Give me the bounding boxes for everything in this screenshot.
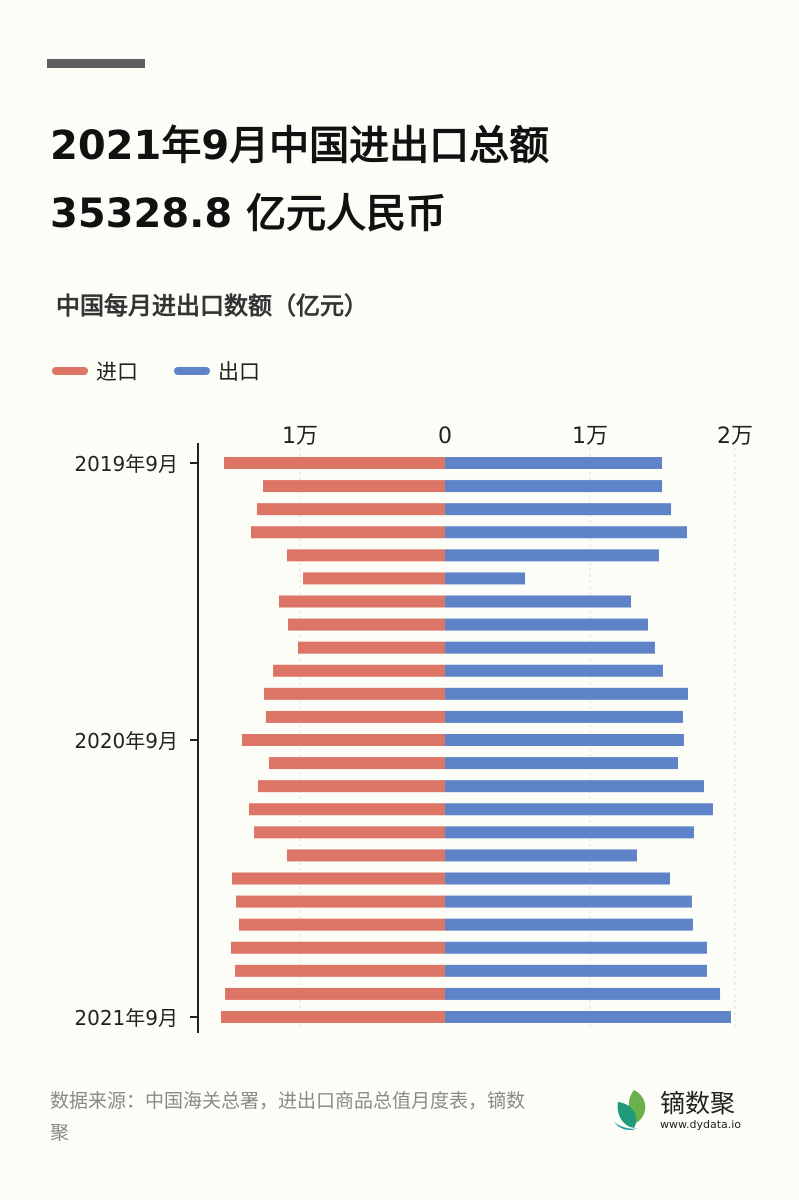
export-bar	[445, 941, 708, 954]
x-tick-label: 2万	[717, 424, 753, 449]
import-bar	[254, 826, 445, 839]
import-bar	[268, 757, 445, 770]
legend-item-export: 出口	[174, 356, 260, 386]
export-bar	[445, 572, 526, 585]
leaf-logo-icon	[614, 1090, 646, 1130]
import-bar	[224, 457, 445, 469]
logo-url: www.dydata.io	[660, 1117, 742, 1131]
import-bar	[273, 664, 445, 677]
import-bar	[286, 549, 445, 562]
import-bar	[264, 687, 445, 700]
export-bar	[445, 872, 671, 885]
import-bar	[231, 872, 445, 885]
import-bar	[250, 526, 445, 539]
export-bar	[445, 710, 683, 723]
export-bar	[445, 734, 684, 746]
export-bar	[445, 826, 694, 839]
logo-name: 镝数聚	[660, 1088, 736, 1118]
legend-swatch-export	[174, 367, 210, 375]
x-tick-label: 1万	[572, 424, 608, 449]
export-bar	[445, 549, 660, 562]
import-bar	[287, 618, 445, 631]
y-tick-label: 2019年9月	[74, 452, 178, 476]
export-bar	[445, 595, 632, 608]
export-bar	[445, 641, 655, 654]
title-line-1: 2021年9月中国进出口总额	[50, 123, 550, 169]
import-bar	[256, 503, 445, 516]
import-bar	[248, 803, 445, 816]
source-note: 数据来源：中国海关总署，进出口商品总值月度表，镝数聚	[50, 1090, 526, 1144]
import-bar	[220, 1011, 445, 1023]
export-bar	[445, 780, 704, 793]
legend-swatch-import	[52, 367, 88, 375]
import-bar	[230, 941, 445, 954]
import-bar	[265, 710, 445, 723]
export-bar	[445, 664, 663, 677]
import-bar	[235, 964, 445, 977]
import-bar	[242, 734, 445, 746]
export-bar	[445, 849, 637, 862]
import-bar	[263, 480, 445, 493]
import-bar	[286, 849, 445, 862]
chart-title: 中国每月进出口数额（亿元）	[56, 292, 368, 320]
export-bar	[445, 987, 721, 1000]
legend-item-import: 进口	[52, 356, 138, 386]
export-bar	[445, 964, 708, 977]
export-bar	[445, 687, 689, 700]
export-bar	[445, 757, 679, 770]
import-bar	[257, 780, 445, 793]
y-tick-label: 2021年9月	[74, 1006, 178, 1030]
import-bar	[303, 572, 445, 585]
title-line-2: 35328.8 亿元人民币	[50, 191, 447, 237]
export-bar	[445, 480, 663, 493]
export-bar	[445, 895, 692, 908]
export-bar	[445, 918, 693, 931]
y-tick-label: 2020年9月	[74, 729, 178, 753]
export-bar	[445, 1011, 731, 1023]
import-bar	[238, 918, 445, 931]
export-bar	[445, 526, 688, 539]
export-bar	[445, 503, 672, 516]
import-bar	[278, 595, 445, 608]
x-tick-label: 1万	[282, 424, 318, 449]
export-bar	[445, 803, 713, 816]
export-bar	[445, 457, 663, 469]
logo: 镝数聚 www.dydata.io	[612, 1088, 741, 1132]
import-bar	[297, 641, 445, 654]
import-bar	[236, 895, 445, 908]
decorative-bar	[47, 59, 145, 68]
legend: 进口 出口	[52, 356, 296, 386]
legend-label-export: 出口	[218, 360, 260, 384]
import-bar	[225, 987, 445, 1000]
export-bar	[445, 618, 648, 631]
page-title: 2021年9月中国进出口总额 35328.8 亿元人民币	[50, 112, 549, 248]
legend-label-import: 进口	[96, 360, 138, 384]
x-tick-label: 0	[438, 424, 452, 449]
